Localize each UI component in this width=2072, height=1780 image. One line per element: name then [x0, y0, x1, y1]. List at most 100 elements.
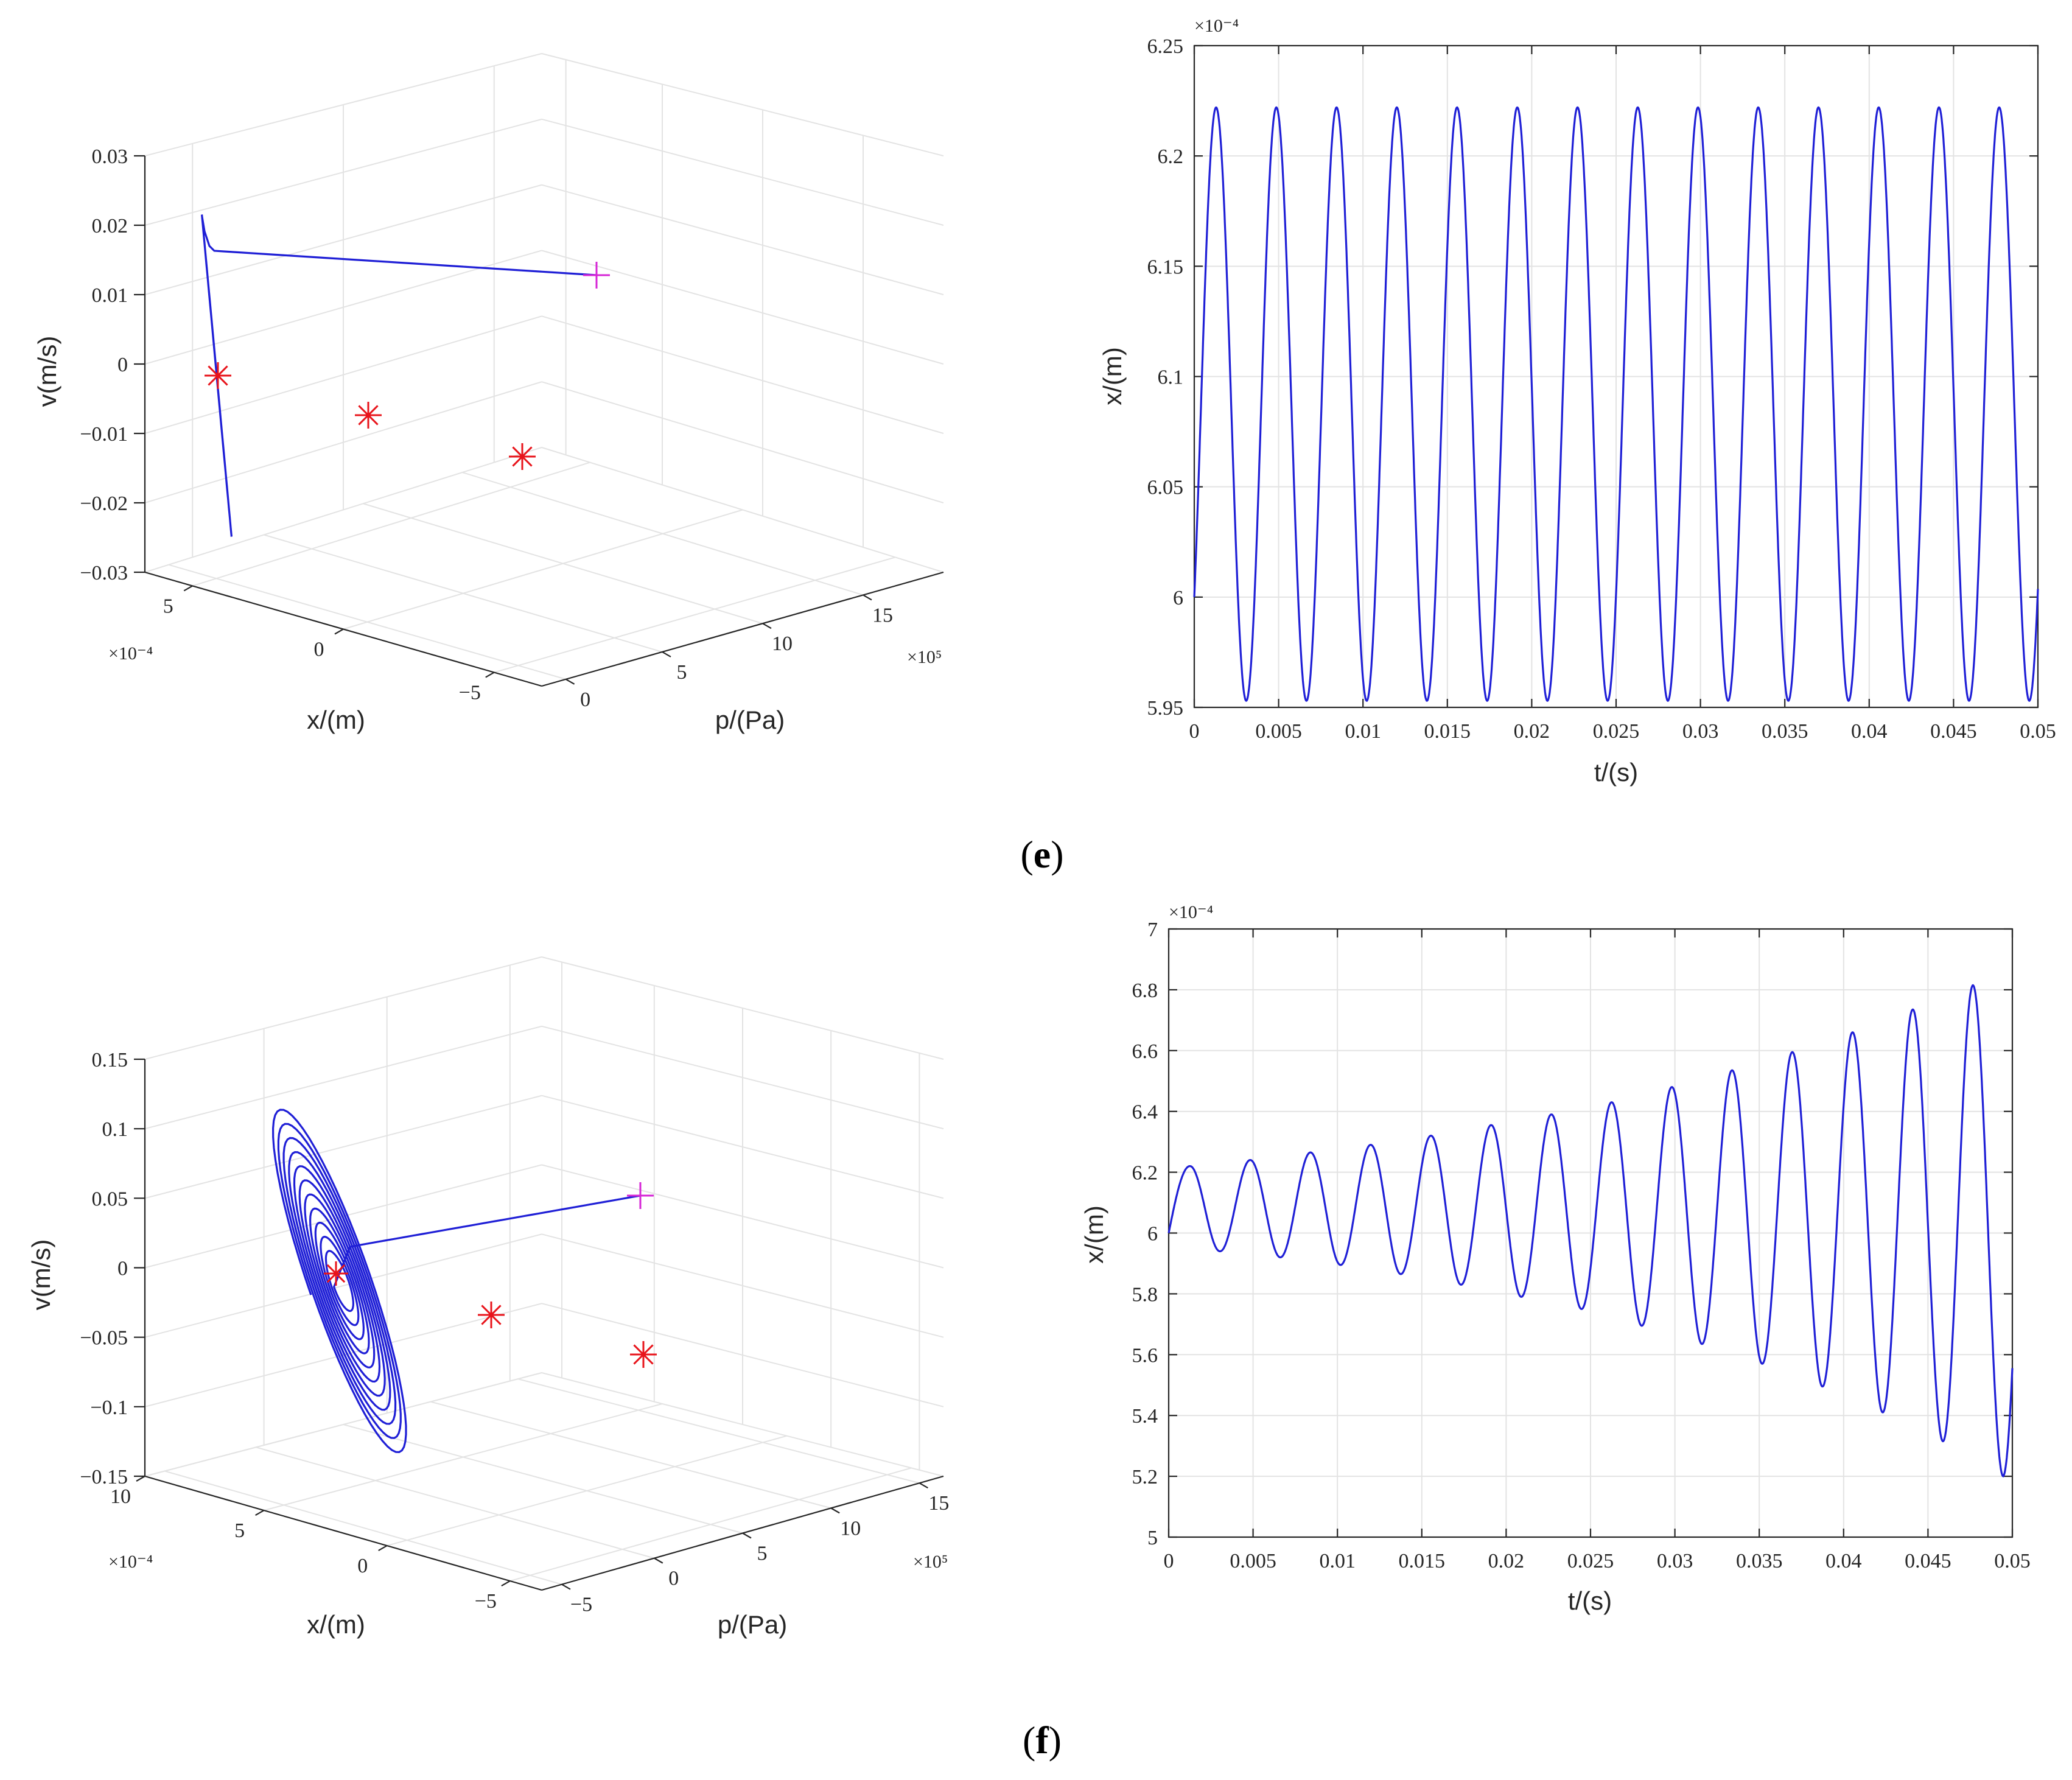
caption-e: (e) — [1020, 833, 1063, 876]
f3d-xtick — [378, 1545, 388, 1552]
e3d-ygrid-floor — [264, 534, 663, 653]
f2d-ytick-label: 5.4 — [1132, 1405, 1158, 1428]
f3d-ytick — [919, 1482, 928, 1489]
f3d-xtick-label: 5 — [234, 1519, 245, 1542]
f3d-grid — [144, 956, 944, 1585]
e3d-y-axis — [541, 571, 944, 687]
e3d-xtick — [334, 628, 344, 635]
f3d-y-axis — [541, 1475, 944, 1591]
f2d-ticks: 0 0.005 0.01 0.015 0.02 0.025 0.03 0.035 0.04 0.0… — [1132, 919, 2031, 1572]
e3d-xtick — [183, 585, 193, 592]
f3d-ytick-label: 10 — [840, 1517, 861, 1540]
f2d-xtick-label: 0.005 — [1230, 1550, 1276, 1572]
f2d-xtick-label: 0.05 — [1994, 1550, 2031, 1572]
f3d-ytick-label: 15 — [928, 1492, 949, 1515]
e2d-ytick-label: 6.1 — [1158, 366, 1184, 389]
e2d-xtick-label: 0.005 — [1255, 720, 1302, 743]
f2d-xtick-label: 0.015 — [1399, 1550, 1446, 1572]
f2d-grid — [1168, 928, 2013, 1538]
f3d-ygrid-floor — [430, 1401, 831, 1509]
e3d-equilibrium-star — [509, 443, 536, 470]
e3d-z-tick-labels: 0.03 0.02 0.01 0 −0.01 −0.02 −0.03 — [80, 145, 128, 584]
f2d-series-line — [1167, 984, 2014, 1477]
f3d-ygrid-floor — [517, 1378, 920, 1484]
panel-f-time-plot: 0 0.005 0.01 0.015 0.02 0.025 0.03 0.035 0.04 0.0… — [1080, 902, 2031, 1615]
e2d-xtick-label: 0 — [1189, 720, 1200, 743]
e3d-equilibrium-star — [355, 402, 382, 429]
e3d-ytick-label: 15 — [872, 604, 893, 626]
e2d-ytick-label: 6.15 — [1147, 256, 1184, 278]
f2d-ytick-label: 6 — [1147, 1223, 1158, 1246]
f2d-ytick-label: 5.8 — [1132, 1283, 1158, 1306]
f3d-ygrid-floor — [343, 1424, 743, 1534]
e2d-series-line — [1193, 106, 2039, 702]
e3d-xtick-label: 0 — [314, 639, 324, 661]
e3d-xlabel: x/(m) — [307, 706, 365, 734]
f3d-equilibrium-star-stroke — [326, 1264, 346, 1283]
f3d-xtick-label: −5 — [475, 1590, 497, 1613]
f2d-ytick-label: 6.8 — [1132, 979, 1158, 1002]
e3d-xtick — [485, 671, 495, 678]
e2d-xtick-label: 0.02 — [1514, 720, 1550, 743]
e2d-xlabel: t/(s) — [1594, 758, 1638, 787]
f3d-xtick-label: 10 — [110, 1485, 131, 1508]
e3d-start-plus — [583, 262, 610, 289]
f3d-ygrid-floor — [164, 1470, 562, 1585]
f3d-equilibrium-star-stroke — [481, 1305, 502, 1325]
e3d-ztick-label: −0.02 — [80, 492, 128, 515]
e3d-ygrid-floor — [168, 564, 566, 680]
e3d-grid — [144, 53, 944, 680]
e2d-xtick-label: 0.025 — [1593, 720, 1640, 743]
e3d-xtick-label: −5 — [459, 682, 481, 704]
e2d-xtick-label: 0.015 — [1424, 720, 1471, 743]
f2d-ylabel: x/(m) — [1080, 1205, 1108, 1264]
e3d-equilibrium-star-stroke — [208, 365, 228, 386]
f3d-ztick-label: −0.05 — [80, 1327, 128, 1350]
caption-f: (f) — [1023, 1719, 1062, 1762]
f3d-y-tick-labels: −5 0 5 10 15 — [570, 1492, 949, 1616]
e3d-zgrid-right — [541, 381, 944, 503]
f2d-y-multiplier: ×10⁻⁴ — [1169, 902, 1213, 922]
f3d-ytick — [654, 1557, 663, 1564]
f3d-ytick — [830, 1507, 840, 1514]
e3d-ytick-label: 0 — [580, 689, 590, 711]
panel-e-3d-plot: 0.03 0.02 0.01 0 −0.01 −0.02 −0.03 5 0 −5 0 5 10 15… — [33, 53, 944, 734]
e3d-ztick-label: 0.02 — [92, 215, 128, 237]
f2d-xtick-label: 0.02 — [1488, 1550, 1525, 1572]
e3d-y-tick-labels: 0 5 10 15 — [580, 604, 893, 710]
f3d-equilibrium-star-stroke — [633, 1344, 654, 1365]
f3d-z-tick-labels: 0.15 0.1 0.05 0 −0.05 −0.1 −0.15 — [80, 1049, 128, 1488]
f3d-xtick — [255, 1510, 265, 1516]
f3d-x-multiplier: ×10⁻⁴ — [108, 1552, 153, 1572]
f3d-ztick-label: 0 — [117, 1258, 128, 1280]
f2d-ytick-label: 6.2 — [1132, 1162, 1158, 1185]
f3d-ztick-label: −0.1 — [90, 1396, 128, 1419]
f3d-ztick-label: 0.15 — [92, 1049, 128, 1071]
f2d-ytick-label: 5.2 — [1132, 1466, 1158, 1488]
e3d-xgrid-floor — [343, 509, 743, 630]
f2d-xtick-label: 0 — [1164, 1550, 1174, 1572]
e3d-xgrid-floor — [494, 556, 896, 673]
f2d-xlabel: t/(s) — [1568, 1586, 1612, 1615]
f3d-ytick-label: 5 — [757, 1543, 768, 1565]
f3d-ylabel: p/(Pa) — [718, 1610, 787, 1639]
e3d-ytick-label: 5 — [677, 661, 687, 684]
f2d-xtick-label: 0.03 — [1657, 1550, 1693, 1572]
f3d-zlabel: v(m/s) — [27, 1239, 55, 1311]
f2d-xtick-label: 0.025 — [1567, 1550, 1614, 1572]
e3d-ztick-label: −0.03 — [80, 562, 128, 584]
f2d-ytick-label: 6.4 — [1132, 1101, 1158, 1124]
e3d-zgrid-right — [541, 184, 944, 295]
e3d-xgrid-floor — [192, 461, 590, 587]
e3d-x-multiplier: ×10⁻⁴ — [108, 643, 153, 664]
e3d-zgrid-right — [541, 53, 944, 156]
e2d-xtick-label: 0.045 — [1930, 720, 1977, 743]
e3d-ytick — [565, 678, 575, 685]
panel-e-time-plot: 0 0.005 0.01 0.015 0.02 0.025 0.03 0.035 0.04 0.0… — [1098, 16, 2056, 787]
f3d-equilibrium-star — [630, 1341, 657, 1368]
f2d-ytick-label: 5.6 — [1132, 1344, 1158, 1367]
e2d-y-multiplier: ×10⁻⁴ — [1194, 16, 1239, 36]
f3d-x-tick-labels: 10 5 0 −5 — [110, 1485, 497, 1613]
f3d-axes — [134, 1058, 944, 1591]
